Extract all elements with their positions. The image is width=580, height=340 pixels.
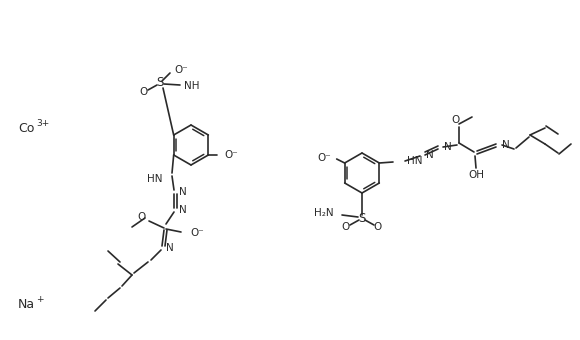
Text: O⁻: O⁻	[317, 153, 331, 163]
Text: Na: Na	[18, 299, 35, 311]
Text: OH: OH	[468, 170, 484, 180]
Text: HN: HN	[147, 174, 162, 184]
Text: O: O	[452, 115, 460, 125]
Text: N: N	[444, 142, 452, 152]
Text: S: S	[157, 76, 164, 89]
Text: O⁻: O⁻	[224, 150, 238, 160]
Text: N: N	[426, 150, 434, 160]
Text: N: N	[166, 243, 174, 253]
Text: O⁻: O⁻	[190, 228, 204, 238]
Text: N: N	[502, 140, 510, 150]
Text: O⁻: O⁻	[174, 65, 188, 75]
Text: O: O	[374, 222, 382, 232]
Text: Co: Co	[18, 121, 34, 135]
Text: N: N	[179, 205, 187, 215]
Text: NH: NH	[184, 81, 200, 91]
Text: N: N	[179, 187, 187, 197]
Text: H₂N: H₂N	[314, 208, 334, 218]
Text: 3+: 3+	[36, 119, 49, 128]
Text: O: O	[342, 222, 350, 232]
Text: O: O	[137, 212, 145, 222]
Text: O: O	[140, 87, 148, 97]
Text: S: S	[358, 211, 365, 224]
Text: HN: HN	[407, 156, 422, 166]
Text: +: +	[36, 295, 44, 305]
